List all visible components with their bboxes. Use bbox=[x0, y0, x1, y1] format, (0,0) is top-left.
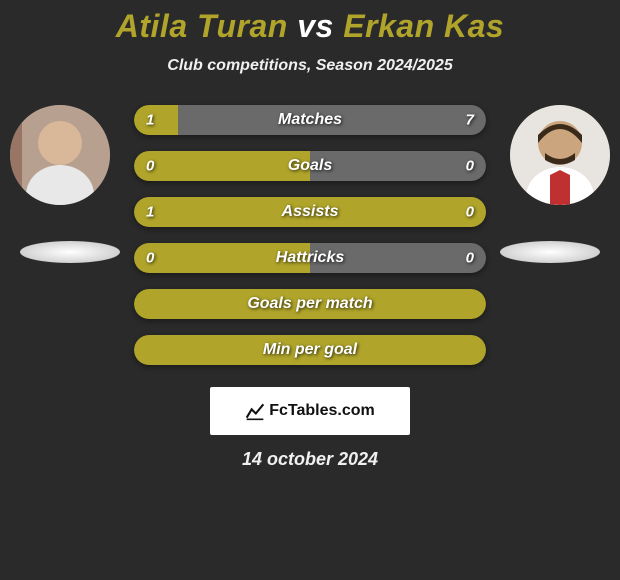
bar-value-right: 0 bbox=[466, 250, 474, 267]
person-icon bbox=[510, 105, 610, 205]
bar-value-right: 0 bbox=[466, 158, 474, 175]
metric-bar: 0 0 Goals bbox=[134, 151, 486, 181]
chart-area: 1 7 Matches 0 0 Goals 1 0 Assists 0 0 Hattricks Goal… bbox=[0, 105, 620, 365]
person-icon bbox=[10, 105, 110, 205]
bar-segment-left bbox=[134, 151, 310, 181]
bar-value-left: 0 bbox=[146, 158, 154, 175]
subtitle: Club competitions, Season 2024/2025 bbox=[0, 57, 620, 75]
bar-label: Goals bbox=[288, 157, 332, 175]
bars-container: 1 7 Matches 0 0 Goals 1 0 Assists 0 0 Hattricks Goal… bbox=[134, 105, 486, 365]
title-player2: Erkan Kas bbox=[343, 8, 504, 44]
metric-bar: 1 7 Matches bbox=[134, 105, 486, 135]
title-vs: vs bbox=[288, 8, 343, 44]
bar-label: Min per goal bbox=[263, 341, 357, 359]
watermark-text: FcTables.com bbox=[269, 402, 375, 420]
bar-segment-right bbox=[310, 151, 486, 181]
bar-value-left: 1 bbox=[146, 112, 154, 129]
metric-bar: Goals per match bbox=[134, 289, 486, 319]
page-title: Atila Turan vs Erkan Kas bbox=[0, 8, 620, 45]
chart-line-icon bbox=[245, 401, 265, 421]
date-text: 14 october 2024 bbox=[0, 449, 620, 470]
bar-value-right: 0 bbox=[466, 204, 474, 221]
player1-shadow bbox=[20, 241, 120, 263]
bar-label: Matches bbox=[278, 111, 342, 129]
player1-avatar bbox=[10, 105, 110, 205]
bar-value-left: 0 bbox=[146, 250, 154, 267]
bar-label: Assists bbox=[282, 203, 339, 221]
player2-avatar bbox=[510, 105, 610, 205]
title-player1: Atila Turan bbox=[116, 8, 288, 44]
bar-segment-left bbox=[134, 105, 178, 135]
watermark-badge: FcTables.com bbox=[210, 387, 410, 435]
bar-value-left: 1 bbox=[146, 204, 154, 221]
metric-bar: Min per goal bbox=[134, 335, 486, 365]
bar-label: Goals per match bbox=[247, 295, 372, 313]
metric-bar: 0 0 Hattricks bbox=[134, 243, 486, 273]
bar-label: Hattricks bbox=[276, 249, 344, 267]
comparison-infographic: Atila Turan vs Erkan Kas Club competitio… bbox=[0, 0, 620, 470]
player2-shadow bbox=[500, 241, 600, 263]
bar-value-right: 7 bbox=[466, 112, 474, 129]
metric-bar: 1 0 Assists bbox=[134, 197, 486, 227]
